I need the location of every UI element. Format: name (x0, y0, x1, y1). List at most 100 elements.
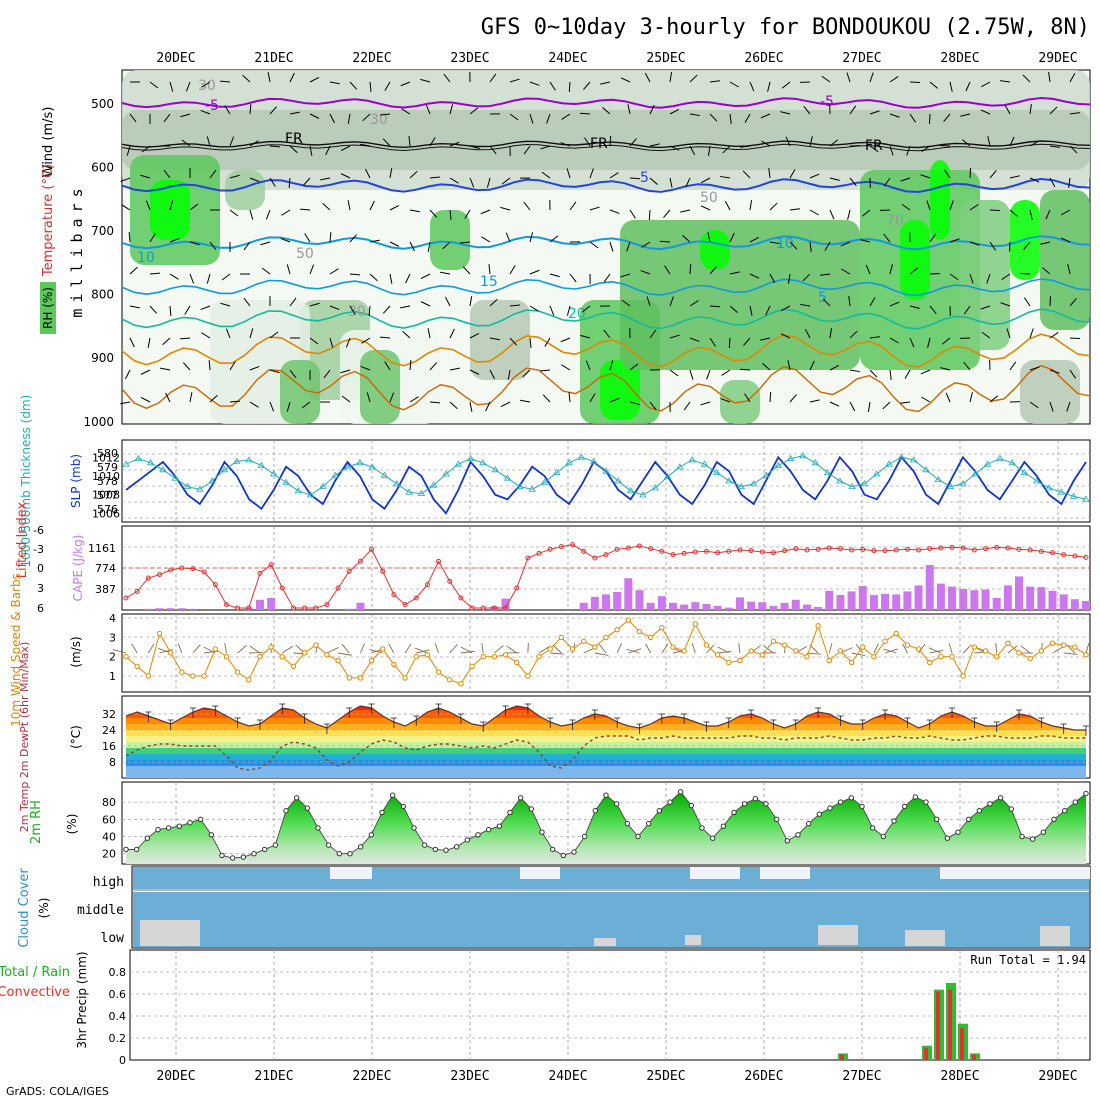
wind10m-point (1083, 652, 1089, 658)
lifted-index-point (715, 550, 721, 556)
wind10m-point (770, 638, 777, 644)
wind10m-point (1038, 648, 1045, 654)
lifted-index-line (125, 544, 1087, 609)
rh-point (261, 846, 268, 853)
wind-barb (345, 337, 351, 348)
wind-barb (1049, 369, 1060, 374)
cloud-high-gap (330, 867, 372, 879)
rh-point (592, 808, 599, 814)
rh-point (997, 795, 1004, 801)
wind-barb (180, 113, 191, 118)
wind-barb (149, 233, 156, 243)
pressure-level-label: 500 (91, 97, 114, 111)
rh-point (443, 847, 449, 853)
thickness-point (836, 477, 844, 484)
wind-barb (365, 168, 371, 179)
tick-label: 2 (109, 651, 116, 664)
wind10m-barb (388, 643, 395, 654)
wind-barb (469, 145, 480, 150)
wind10m-point (402, 675, 408, 681)
lifted-index-point (670, 552, 676, 558)
wind10m-point (793, 648, 799, 654)
wind-barb (243, 297, 251, 307)
wind10m-point (335, 657, 341, 664)
wind-barb (542, 394, 551, 403)
wind10m-point (759, 652, 765, 658)
wind-barb (329, 337, 334, 348)
wind-barb (145, 200, 151, 211)
wind-barb (369, 273, 378, 282)
wind10m-barb (626, 648, 640, 654)
lifted-index-point (759, 549, 765, 555)
wind-barb (427, 241, 431, 252)
tick-label: 20 (102, 848, 116, 861)
wind-barb (409, 359, 412, 371)
wind-barb (522, 369, 531, 378)
rh-point (731, 809, 737, 816)
contour-label: 30 (198, 78, 216, 94)
lifted-index-point (927, 546, 933, 552)
rh-shading-area (1020, 360, 1080, 424)
rh-point (133, 846, 140, 853)
tick-label: 0.2 (109, 1032, 127, 1045)
wind-barb (689, 369, 694, 380)
date-label-bottom: 21DEC (254, 1069, 293, 1084)
wind-barb (882, 401, 891, 410)
wind-barb (489, 145, 497, 155)
wind10m-point (882, 638, 888, 644)
wind-barb (469, 333, 480, 339)
lifted-index-point (469, 605, 475, 611)
wind-barb (469, 369, 480, 375)
wind-barb (900, 401, 911, 404)
wind-barb (480, 209, 491, 215)
thickness-point (380, 471, 389, 478)
wind-barb (541, 171, 551, 179)
rh-point (752, 795, 759, 802)
lifted-index-point (145, 575, 151, 581)
wind-barb (289, 72, 295, 83)
rh-point (933, 816, 940, 822)
lifted-index-point (793, 546, 799, 552)
wind10m-barb (806, 652, 821, 655)
thickness-point (171, 474, 179, 481)
thickness-point (983, 460, 992, 467)
wind-barb (780, 305, 791, 312)
lifted-index-point (659, 548, 665, 554)
thickness-point (922, 466, 930, 473)
wind-barb (329, 305, 340, 311)
cape-bar (825, 590, 834, 610)
wind10m-barb (449, 644, 458, 654)
cloud-high-gap (520, 867, 560, 879)
wind-barb (369, 239, 380, 243)
wind-barb (429, 137, 436, 147)
wind-barb (249, 177, 260, 183)
lifted-index-point (1061, 552, 1067, 558)
wind10m-barb (338, 652, 352, 656)
contour-label: 15 (480, 274, 498, 290)
wind-barb (689, 113, 700, 117)
rh-point (859, 803, 865, 810)
wind10m-label: 10m Wind Speed & Barbs (9, 573, 23, 727)
rh-point (720, 823, 727, 829)
wind10m-barb (598, 643, 607, 654)
wind10m-point (949, 654, 955, 660)
wind-barb (949, 273, 959, 281)
contour-label: 20 (568, 306, 586, 322)
wind10m-point (391, 661, 397, 668)
upper-label-temp: Temperature (°C) (41, 164, 56, 277)
wind-barb (442, 241, 451, 250)
cape-bar (144, 608, 153, 610)
lifted-index-point (949, 544, 955, 550)
wind-barb (140, 174, 151, 179)
wind-barb (163, 169, 171, 179)
rh-point (144, 835, 151, 841)
wind-barb (221, 273, 231, 281)
wind-barb (184, 305, 191, 315)
wind-barb (1048, 72, 1051, 83)
lifted-index-point (938, 545, 944, 551)
wind10m-point (324, 652, 330, 658)
wind-barb (769, 391, 772, 403)
wind-barb (1001, 273, 1011, 281)
wind-barb (427, 328, 431, 339)
wind10m-point (971, 644, 978, 650)
